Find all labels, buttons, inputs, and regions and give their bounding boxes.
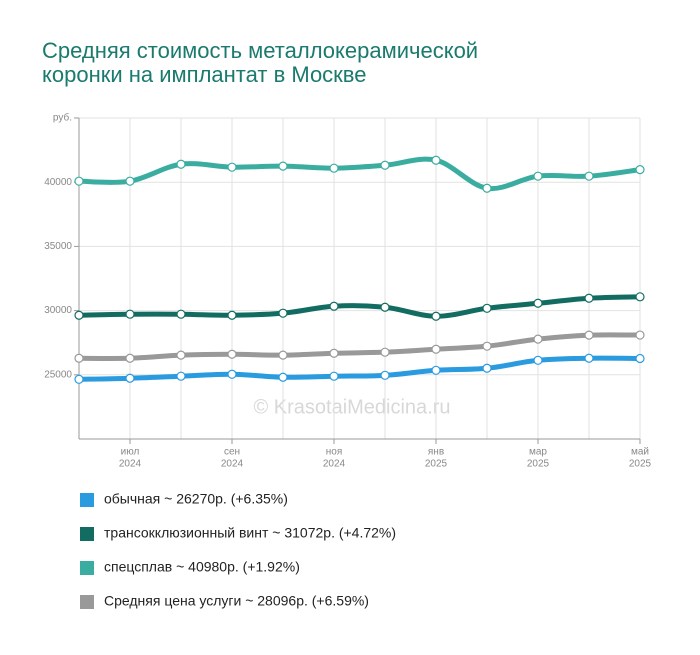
x-tick-label: 2024 — [119, 459, 142, 470]
data-point — [482, 341, 492, 351]
data-point — [176, 159, 186, 169]
data-point — [533, 171, 543, 181]
data-point — [584, 171, 594, 181]
series-line — [76, 355, 643, 382]
x-tick-label: июл — [121, 447, 140, 458]
x-tick-label: сен — [224, 447, 240, 458]
data-point — [329, 301, 339, 311]
data-point — [74, 310, 84, 320]
y-tick-label: 40000 — [44, 177, 72, 188]
series-line — [76, 332, 643, 361]
legend-swatch — [80, 527, 94, 541]
data-point — [635, 292, 645, 302]
data-point — [482, 363, 492, 373]
x-tick-label: ноя — [326, 447, 343, 458]
x-tick-label: 2024 — [323, 459, 346, 470]
data-point — [329, 163, 339, 173]
data-point — [380, 370, 390, 380]
data-point — [584, 293, 594, 303]
data-point — [278, 350, 288, 360]
series-line — [76, 156, 643, 192]
data-point — [635, 165, 645, 175]
data-point — [431, 311, 441, 321]
data-point — [227, 162, 237, 172]
data-point — [125, 176, 135, 186]
x-tick-label: 2025 — [527, 459, 550, 470]
data-point — [329, 371, 339, 381]
chart-title: коронки на имплантат в Москве — [42, 62, 366, 87]
data-point — [584, 353, 594, 363]
data-point — [125, 373, 135, 383]
x-tick-label: 2025 — [425, 459, 448, 470]
data-point — [482, 183, 492, 193]
data-point — [431, 344, 441, 354]
data-point — [329, 348, 339, 358]
data-point — [74, 176, 84, 186]
data-point — [431, 365, 441, 375]
legend-swatch — [80, 493, 94, 507]
y-tick-label: 25000 — [44, 369, 72, 380]
data-point — [533, 298, 543, 308]
legend-label: трансокклюзионный винт ~ 31072р. (+4.72%… — [104, 525, 396, 541]
data-point — [380, 347, 390, 357]
y-tick-label: 35000 — [44, 241, 72, 252]
data-point — [74, 353, 84, 363]
data-point — [125, 309, 135, 319]
x-tick-label: 2024 — [221, 459, 244, 470]
data-point — [278, 308, 288, 318]
data-point — [431, 155, 441, 165]
legend-label: спецсплав ~ 40980р. (+1.92%) — [104, 559, 300, 575]
data-point — [380, 160, 390, 170]
data-point — [584, 330, 594, 340]
data-point — [482, 303, 492, 313]
data-point — [176, 309, 186, 319]
data-point — [380, 302, 390, 312]
data-point — [533, 355, 543, 365]
data-point — [227, 369, 237, 379]
data-point — [74, 374, 84, 384]
data-point — [635, 353, 645, 364]
legend-swatch — [80, 595, 94, 609]
x-tick-label: 2025 — [629, 459, 652, 470]
y-tick-label: 30000 — [44, 305, 72, 316]
x-tick-label: янв — [428, 447, 444, 458]
x-tick-label: май — [631, 447, 649, 458]
data-point — [176, 350, 186, 360]
data-point — [533, 334, 543, 344]
data-point — [227, 310, 237, 320]
data-point — [278, 161, 288, 171]
y-tick-label: руб. — [53, 112, 72, 124]
chart-title: Средняя стоимость металлокерамической — [42, 38, 478, 63]
data-point — [227, 349, 237, 359]
data-point — [635, 330, 645, 340]
legend-label: Средняя цена услуги ~ 28096р. (+6.59%) — [104, 593, 369, 609]
watermark: © KrasotaiMedicina.ru — [253, 396, 450, 418]
data-point — [176, 371, 186, 381]
x-tick-label: мар — [529, 447, 547, 458]
legend-swatch — [80, 561, 94, 575]
data-point — [278, 372, 288, 382]
data-point — [125, 353, 135, 363]
series-line — [76, 294, 643, 319]
legend-label: обычная ~ 26270р. (+6.35%) — [104, 491, 288, 507]
